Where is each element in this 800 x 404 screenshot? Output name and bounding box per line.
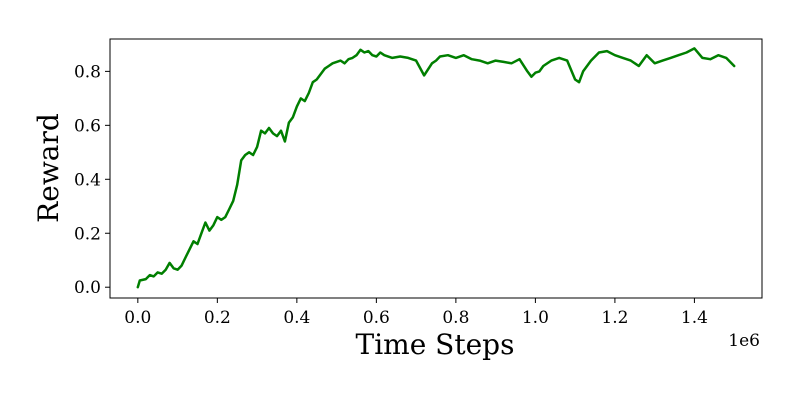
x-tick-label: 0.8 bbox=[442, 308, 469, 328]
x-tick-label: 0.6 bbox=[363, 308, 390, 328]
x-tick-label: 1.4 bbox=[681, 308, 708, 328]
y-tick-label: 0.4 bbox=[74, 170, 101, 190]
x-tick-label: 0.0 bbox=[124, 308, 151, 328]
x-tick-label: 0.2 bbox=[204, 308, 231, 328]
x-axis-ticks: 0.0 0.2 0.4 0.6 0.8 1.0 1.2 1.4 bbox=[124, 298, 708, 328]
y-tick-label: 0.6 bbox=[74, 116, 101, 136]
y-tick-label: 0.2 bbox=[74, 224, 101, 244]
x-axis-offset-label: 1e6 bbox=[728, 331, 760, 351]
x-tick-label: 1.0 bbox=[522, 308, 549, 328]
y-axis-ticks: 0.0 0.2 0.4 0.6 0.8 bbox=[74, 62, 110, 298]
series-layer bbox=[136, 47, 736, 289]
y-tick-label: 0.8 bbox=[74, 62, 101, 82]
x-axis-title: Time Steps bbox=[356, 328, 515, 361]
y-tick-label: 0.0 bbox=[74, 278, 101, 298]
reward-series-line bbox=[136, 47, 736, 289]
plot-area-frame bbox=[109, 38, 763, 299]
y-axis-title: Reward bbox=[32, 113, 65, 223]
x-tick-label: 1.2 bbox=[601, 308, 628, 328]
x-tick-label: 0.4 bbox=[283, 308, 310, 328]
